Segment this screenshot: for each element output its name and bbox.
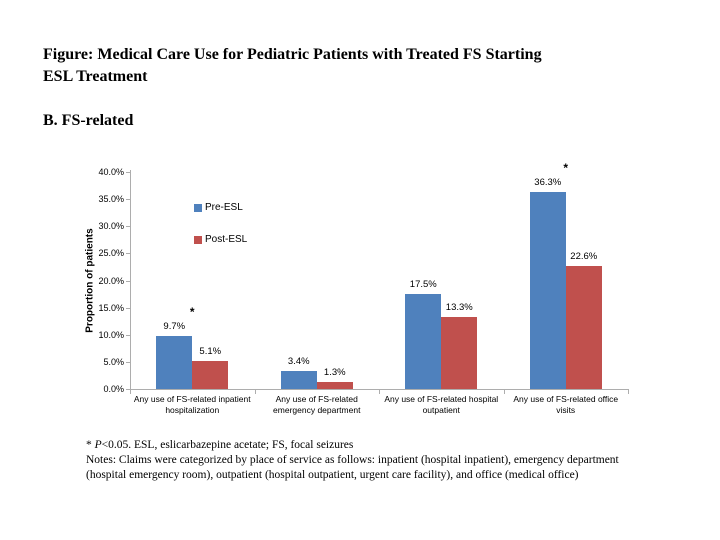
y-tick-mark: [126, 334, 130, 336]
x-axis-line: [130, 389, 629, 390]
figure-title-line1: Figure: Medical Care Use for Pediatric P…: [43, 46, 542, 63]
bar-value-label: 17.5%: [409, 279, 437, 291]
bar-value-label: 1.3%: [323, 366, 346, 378]
bar-pre-esl: [280, 370, 317, 389]
legend-item-post-esl: Post-ESL: [194, 235, 247, 245]
y-tick-mark: [126, 253, 130, 255]
significance-marker: *: [189, 305, 195, 320]
x-tick-mark: [254, 390, 256, 394]
bar-pre-esl: [529, 192, 566, 389]
bar-post-esl: [565, 266, 602, 389]
section-label: B. FS-related: [43, 112, 134, 129]
bar-pre-esl: [156, 336, 193, 389]
category-label: Any use of FS-related hospital outpatien…: [384, 394, 499, 415]
y-tick-label: 10.0%: [98, 329, 124, 340]
bar-pre-esl: [405, 294, 442, 389]
y-tick-label: 0.0%: [103, 384, 124, 394]
footnote-line1-rest: <0.05. ESL, eslicarbazepine acetate; FS,…: [101, 439, 354, 451]
bar-value-label: 13.3%: [445, 301, 473, 313]
y-tick-mark: [126, 389, 130, 390]
footnote-line2: Notes: Claims were categorized by place …: [86, 454, 619, 466]
footnote-line3: (hospital emergency room), outpatient (h…: [86, 469, 579, 481]
figure-title-line2: ESL Treatment: [43, 68, 148, 85]
bar-value-label: 36.3%: [534, 177, 562, 189]
bar-value-label: 3.4%: [287, 355, 310, 367]
legend-item-pre-esl: Pre-ESL: [194, 203, 243, 213]
legend-swatch-icon: [194, 236, 202, 244]
y-tick-mark: [126, 361, 130, 363]
category-label: Any use of FS-related office visits: [513, 394, 619, 415]
y-tick-mark: [126, 172, 130, 173]
y-axis-title: Proportion of patients: [84, 227, 96, 333]
footnote-star: *: [86, 439, 95, 451]
category-label: Any use of FS-related emergency departme…: [273, 394, 361, 415]
y-tick-label: 35.0%: [98, 194, 124, 205]
footnote: * P<0.05. ESL, eslicarbazepine acetate; …: [86, 438, 666, 483]
legend-swatch-icon: [194, 204, 202, 212]
legend-label: Post-ESL: [205, 234, 248, 245]
y-tick-mark: [126, 199, 130, 201]
bar-post-esl: [316, 381, 353, 389]
y-tick-label: 25.0%: [98, 248, 124, 259]
x-tick-mark: [503, 390, 505, 394]
y-tick-label: 5.0%: [103, 356, 124, 367]
bar-value-label: 22.6%: [570, 251, 598, 263]
figure-title: Figure: Medical Care Use for Pediatric P…: [43, 44, 623, 88]
bar-post-esl: [441, 316, 478, 389]
x-tick-mark: [130, 390, 131, 394]
y-tick-mark: [126, 280, 130, 282]
y-tick-mark: [126, 307, 130, 309]
y-tick-mark: [126, 226, 130, 228]
bar-post-esl: [192, 361, 229, 389]
y-tick-label: 30.0%: [98, 221, 124, 232]
category-label: Any use of FS-related inpatient hospital…: [133, 394, 251, 415]
bar-value-label: 5.1%: [199, 346, 222, 358]
y-tick-label: 20.0%: [98, 275, 124, 286]
y-axis-line: [130, 170, 131, 389]
x-tick-mark: [379, 390, 380, 394]
bar-value-label: 9.7%: [163, 321, 186, 333]
legend-label: Pre-ESL: [205, 202, 243, 213]
y-tick-label: 15.0%: [98, 302, 124, 313]
footnote-p-italic: P: [94, 439, 102, 451]
significance-marker: *: [563, 161, 569, 176]
y-tick-label: 40.0%: [98, 167, 124, 177]
x-tick-mark: [628, 390, 629, 394]
footnote-line1: * P<0.05. ESL, eslicarbazepine acetate; …: [86, 438, 666, 453]
